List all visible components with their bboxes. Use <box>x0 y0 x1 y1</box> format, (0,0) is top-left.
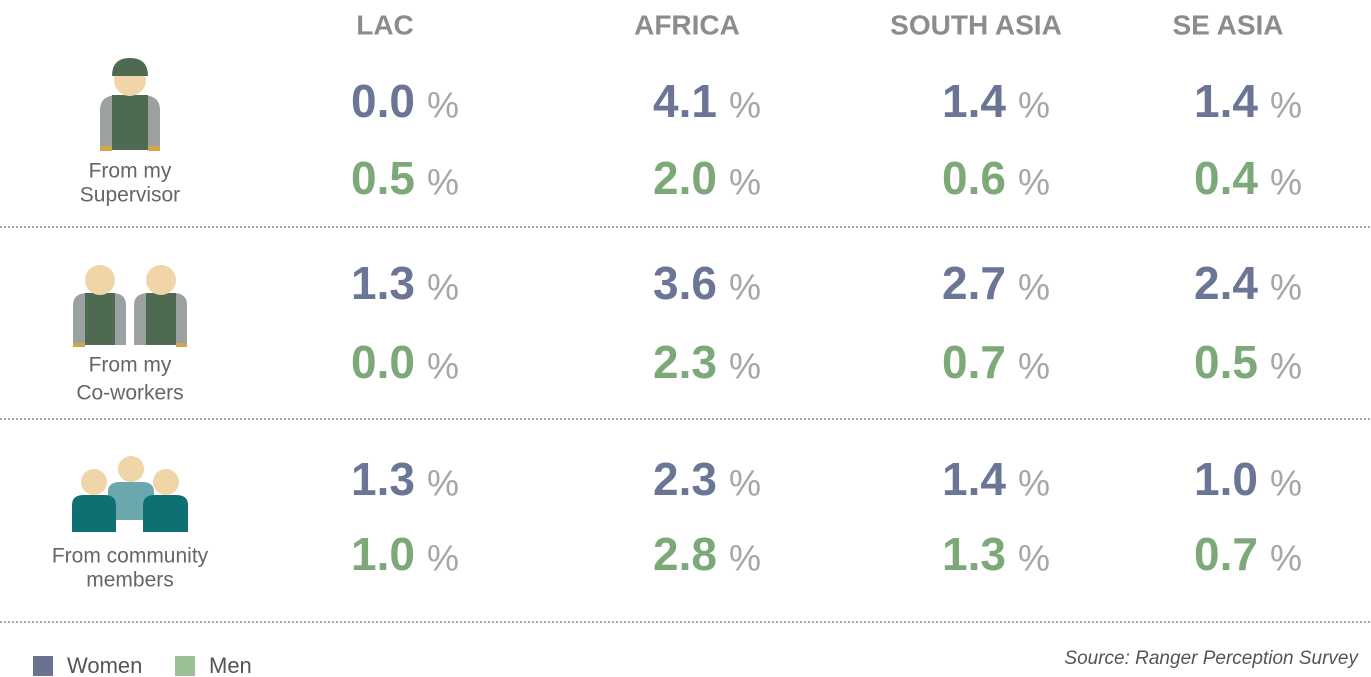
legend-label: Men <box>209 653 252 677</box>
row-label: From community <box>52 545 209 568</box>
row-label: From my <box>89 354 172 377</box>
value: 3.6 <box>653 257 717 309</box>
percent-sign: % <box>1270 85 1302 126</box>
value: 1.3 <box>942 528 1006 580</box>
column-header: SOUTH ASIA <box>890 9 1062 40</box>
icon-supervisor <box>100 58 160 151</box>
icon-coworkers <box>73 265 187 347</box>
percent-sign: % <box>729 85 761 126</box>
value: 2.3 <box>653 453 717 505</box>
value: 0.0 <box>351 75 415 127</box>
percent-sign: % <box>1270 346 1302 387</box>
value: 0.7 <box>942 336 1006 388</box>
value: 0.7 <box>1194 528 1258 580</box>
percent-sign: % <box>427 162 459 203</box>
column-header: SE ASIA <box>1173 9 1284 40</box>
percent-sign: % <box>1018 85 1050 126</box>
value: 1.4 <box>942 75 1006 127</box>
legend-swatch <box>33 656 53 676</box>
percent-sign: % <box>1270 267 1302 308</box>
value: 0.5 <box>1194 336 1258 388</box>
percent-sign: % <box>427 267 459 308</box>
value: 0.4 <box>1194 152 1258 204</box>
value: 0.0 <box>351 336 415 388</box>
column-header: AFRICA <box>634 9 740 40</box>
percent-sign: % <box>729 463 761 504</box>
value: 1.4 <box>942 453 1006 505</box>
percent-sign: % <box>1018 162 1050 203</box>
value: 2.8 <box>653 528 717 580</box>
legend-swatch <box>175 656 195 676</box>
value: 0.5 <box>351 152 415 204</box>
percent-sign: % <box>729 346 761 387</box>
value: 4.1 <box>653 75 717 127</box>
value: 1.3 <box>351 453 415 505</box>
value: 2.3 <box>653 336 717 388</box>
percent-sign: % <box>729 538 761 579</box>
value: 2.7 <box>942 257 1006 309</box>
value: 0.6 <box>942 152 1006 204</box>
percent-sign: % <box>729 162 761 203</box>
percent-sign: % <box>427 463 459 504</box>
source-note: Source: Ranger Perception Survey <box>1064 648 1359 669</box>
value: 1.0 <box>351 528 415 580</box>
column-header: LAC <box>356 9 414 40</box>
percent-sign: % <box>1018 538 1050 579</box>
value: 2.0 <box>653 152 717 204</box>
row-label: members <box>86 569 174 592</box>
value: 1.0 <box>1194 453 1258 505</box>
percent-sign: % <box>729 267 761 308</box>
value: 1.4 <box>1194 75 1258 127</box>
row-label: Co-workers <box>76 382 183 405</box>
percent-sign: % <box>427 538 459 579</box>
legend-label: Women <box>67 653 142 677</box>
row-label: Supervisor <box>80 184 180 207</box>
percent-sign: % <box>427 85 459 126</box>
percent-sign: % <box>1018 463 1050 504</box>
value: 2.4 <box>1194 257 1258 309</box>
percent-sign: % <box>1270 463 1302 504</box>
percent-sign: % <box>1270 162 1302 203</box>
percent-sign: % <box>1018 346 1050 387</box>
value: 1.3 <box>351 257 415 309</box>
icon-community <box>72 456 188 532</box>
percent-sign: % <box>1270 538 1302 579</box>
percent-sign: % <box>427 346 459 387</box>
percent-sign: % <box>1018 267 1050 308</box>
row-label: From my <box>89 160 172 183</box>
